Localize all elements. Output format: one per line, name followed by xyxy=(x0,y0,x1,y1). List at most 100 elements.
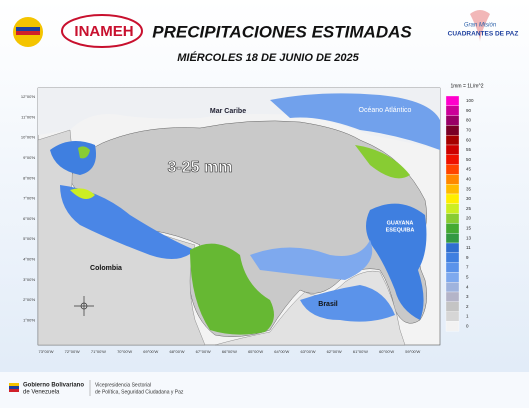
legend-label: 5 xyxy=(466,274,469,279)
footer-gov: de Venezuela xyxy=(23,390,60,396)
legend-label: 70 xyxy=(466,127,472,132)
lon-label: 68°00'W xyxy=(169,349,184,354)
lat-label: 9°00'N xyxy=(23,155,35,160)
legend-swatch xyxy=(445,213,460,224)
legend-label: 50 xyxy=(466,157,472,162)
legend-swatch xyxy=(445,291,460,302)
rain-patch xyxy=(270,93,440,150)
legend-label: 25 xyxy=(466,206,472,211)
legend-label: 30 xyxy=(466,196,472,201)
lon-label: 61°00'W xyxy=(353,349,368,354)
compass xyxy=(74,296,94,316)
cuadrantes-top: Gran Misión xyxy=(464,23,497,29)
legend-label: 45 xyxy=(466,167,472,172)
footer-gov: Gobierno Bolivariano xyxy=(23,383,84,389)
legend-swatch xyxy=(445,144,460,155)
legend-label: 1 xyxy=(466,314,469,319)
place-label: GUAYANA xyxy=(387,220,414,226)
date: MIÉRCOLES 18 DE JUNIO DE 2025 xyxy=(177,51,359,64)
lon-label: 59°00'W xyxy=(405,349,420,354)
footer-vice: de Política, Seguridad Ciudadana y Paz xyxy=(95,389,184,395)
legend-swatch xyxy=(445,242,460,253)
legend-swatch xyxy=(445,272,460,283)
inameh-logo-text: INAMEH xyxy=(74,23,133,40)
lat-label: 1°00'N xyxy=(23,317,35,322)
legend-swatch xyxy=(445,154,460,165)
lat-label: 11°00'N xyxy=(21,114,35,119)
legend-swatch xyxy=(445,135,460,146)
legend-label: 0 xyxy=(466,323,469,328)
lon-label: 63°00'W xyxy=(300,349,315,354)
legend-label: 40 xyxy=(466,176,472,181)
lat-label: 3°00'N xyxy=(23,277,35,282)
legend-swatch xyxy=(445,203,460,214)
lat-label: 2°00'N xyxy=(23,297,35,302)
legend-swatch xyxy=(445,301,460,312)
legend-label: 15 xyxy=(466,225,472,230)
legend-swatch xyxy=(445,164,460,175)
legend-label: 55 xyxy=(466,147,472,152)
legend-label: 7 xyxy=(466,265,469,270)
lon-label: 66°00'W xyxy=(222,349,237,354)
lat-label: 5°00'N xyxy=(23,236,35,241)
lon-label: 73°00'W xyxy=(38,349,53,354)
cuadrantes-pin xyxy=(470,10,490,42)
rain-patch xyxy=(355,145,410,179)
title: PRECIPITACIONES ESTIMADAS xyxy=(152,22,412,41)
compass-ring xyxy=(80,302,88,310)
lat-label: 12°00'N xyxy=(21,94,35,99)
legend-swatch xyxy=(445,321,460,332)
legend-swatch xyxy=(445,311,460,322)
legend-title: 1mm = 1L/m^2 xyxy=(450,83,483,89)
legend-swatch xyxy=(445,233,460,244)
footer-flag xyxy=(9,383,19,386)
lon-label: 62°00'W xyxy=(327,349,342,354)
footer-vice: Vicepresidencia Sectorial xyxy=(95,382,151,388)
place-label: Colombia xyxy=(90,265,122,272)
lon-label: 65°00'W xyxy=(248,349,263,354)
rain-patch xyxy=(250,240,373,280)
lon-label: 60°00'W xyxy=(379,349,394,354)
lat-label: 4°00'N xyxy=(23,256,35,261)
legend-label: 4 xyxy=(466,284,469,289)
footer-band xyxy=(0,372,529,408)
legend-swatch xyxy=(445,105,460,116)
legend-label: 11 xyxy=(466,245,471,250)
lon-label: 67°00'W xyxy=(196,349,211,354)
lat-label: 7°00'N xyxy=(23,196,35,201)
legend-swatch xyxy=(445,282,460,293)
legend-label: 9 xyxy=(466,255,469,260)
legend-label: 90 xyxy=(466,108,472,113)
legend-swatch xyxy=(445,252,460,263)
place-label: ESEQUIBA xyxy=(386,227,415,233)
lon-labels: 73°00'W 72°00'W 71°00'W 70°00'W 69°00'W 68°00… xyxy=(38,349,420,354)
lat-label: 10°00'N xyxy=(21,135,35,140)
lon-label: 64°00'W xyxy=(274,349,289,354)
rain-patch xyxy=(60,185,195,259)
legend-label: 35 xyxy=(466,186,472,191)
lon-label: 72°00'W xyxy=(65,349,80,354)
legend: 100 90 80 70 60 55 50 45 40 35 30 25 20 15 13 11 9 7 5 4 3 2 1… xyxy=(445,95,474,332)
legend-swatch xyxy=(445,184,460,195)
place-label: Mar Caribe xyxy=(210,108,246,115)
cuadrantes-bottom: CUADRANTES DE PAZ xyxy=(448,31,519,38)
lat-label: 6°00'N xyxy=(23,216,35,221)
lon-label: 71°00'W xyxy=(91,349,106,354)
place-label: Brasil xyxy=(318,301,338,308)
legend-label: 20 xyxy=(466,216,472,221)
legend-label: 3 xyxy=(466,294,469,299)
rain-patch xyxy=(78,146,90,159)
rain-patch xyxy=(366,203,427,320)
footer-flag xyxy=(9,389,19,392)
rain-patch xyxy=(190,243,274,335)
legend-swatch xyxy=(445,125,460,136)
legend-swatch xyxy=(445,193,460,204)
legend-swatch xyxy=(445,115,460,126)
footer-flag xyxy=(9,386,19,389)
legend-label: 2 xyxy=(466,304,469,309)
lat-label: 8°00'N xyxy=(23,175,35,180)
rain-patch xyxy=(70,188,95,199)
lon-label: 69°00'W xyxy=(143,349,158,354)
lon-label: 70°00'W xyxy=(117,349,132,354)
